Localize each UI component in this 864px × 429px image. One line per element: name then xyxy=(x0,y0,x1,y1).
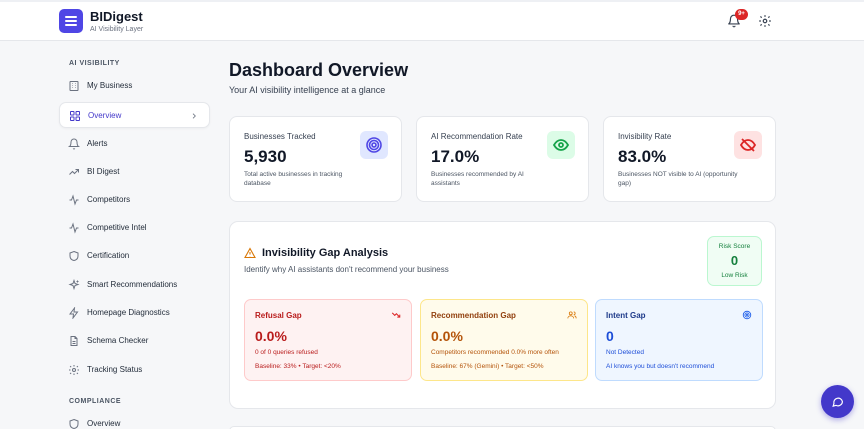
brand-subtitle: AI Visibility Layer xyxy=(90,26,144,33)
stat-card-businesses-tracked: Businesses Tracked 5,930 Total active bu… xyxy=(229,116,402,202)
sidebar-item-label: Overview xyxy=(88,111,122,120)
invisibility-gap-panel: Invisibility Gap Analysis Identify why A… xyxy=(229,221,776,409)
sidebar-item-competitors[interactable]: Competitors xyxy=(59,187,210,213)
sidebar-item-label: My Business xyxy=(87,81,133,90)
stat-label: Invisibility Rate xyxy=(618,132,672,141)
gap-analysis-subtitle: Identify why AI assistants don't recomme… xyxy=(244,265,449,274)
sidebar-item-alerts[interactable]: Alerts xyxy=(59,131,210,157)
bell-icon xyxy=(68,138,80,150)
sidebar-item-bi-digest[interactable]: BI Digest xyxy=(59,159,210,185)
sidebar-item-label: Tracking Status xyxy=(87,365,143,374)
brand-name: BIDigest xyxy=(90,9,143,24)
stat-value: 17.0% xyxy=(431,147,480,166)
sidebar-item-label: Homepage Diagnostics xyxy=(87,308,170,317)
sidebar-item-compliance-overview[interactable]: Overview xyxy=(59,411,210,429)
gap-card-baseline: Baseline: 67% (Gemini) • Target: <50% xyxy=(431,363,544,370)
shield-icon xyxy=(69,250,79,262)
activity-icon xyxy=(69,222,79,234)
sidebar-item-overview[interactable]: Overview xyxy=(59,102,210,128)
risk-level: Low Risk xyxy=(721,272,748,279)
sidebar-item-my-business[interactable]: My Business xyxy=(59,73,210,99)
document-icon xyxy=(70,336,78,346)
sidebar-section-compliance: COMPLIANCE xyxy=(69,398,122,405)
sparkle-icon xyxy=(68,279,80,291)
gap-card-value: 0.0% xyxy=(255,328,287,344)
gap-card-description: Competitors recommended 0.0% more often xyxy=(431,349,559,356)
sidebar-item-schema-checker[interactable]: Schema Checker xyxy=(59,328,210,354)
logo-icon[interactable] xyxy=(59,9,83,33)
sidebar-item-label: Competitors xyxy=(87,195,131,204)
stat-description: Businesses recommended by AI assistants xyxy=(431,171,524,187)
sidebar-item-competitive-intel[interactable]: Competitive Intel xyxy=(59,215,210,241)
sidebar-item-label: Competitive Intel xyxy=(87,223,147,232)
chat-icon xyxy=(832,397,843,407)
sidebar-item-label: Smart Recommendations xyxy=(87,280,178,289)
risk-score-label: Risk Score xyxy=(718,243,751,250)
sidebar-item-homepage-diagnostics[interactable]: Homepage Diagnostics xyxy=(59,300,210,326)
stat-card-ai-recommendation-rate: AI Recommendation Rate 17.0% Businesses … xyxy=(416,116,589,202)
sidebar-item-certification[interactable]: Certification xyxy=(59,243,210,269)
sidebar-item-label: BI Digest xyxy=(87,167,120,176)
warning-icon xyxy=(244,247,256,259)
lightning-icon xyxy=(69,307,79,319)
intent-gap-card[interactable]: Intent Gap 0 Not Detected AI knows you b… xyxy=(595,299,763,381)
gap-card-baseline: Baseline: 33% • Target: <20% xyxy=(255,363,341,370)
gap-analysis-title: Invisibility Gap Analysis xyxy=(262,247,389,259)
sidebar-item-label: Schema Checker xyxy=(87,336,149,345)
trend-icon xyxy=(69,169,79,175)
stat-description: Businesses NOT visible to AI (opportunit… xyxy=(618,171,738,187)
eye-off-icon xyxy=(734,131,762,159)
gear-icon[interactable] xyxy=(758,14,772,28)
users-icon xyxy=(567,311,577,319)
grid-icon xyxy=(70,111,80,121)
gap-card-value: 0.0% xyxy=(431,328,463,344)
stat-label: Businesses Tracked xyxy=(244,132,316,141)
trend-down-icon xyxy=(391,312,401,318)
eye-icon xyxy=(547,131,575,159)
sidebar-item-label: Certification xyxy=(87,251,130,260)
stat-label: AI Recommendation Rate xyxy=(431,132,523,141)
refusal-gap-card[interactable]: Refusal Gap 0.0% 0 of 0 queries refused … xyxy=(244,299,412,381)
target-icon xyxy=(742,310,752,320)
activity-icon xyxy=(69,194,79,206)
notification-badge: 9+ xyxy=(735,9,748,20)
top-bar: BIDigest AI Visibility Layer 9+ xyxy=(0,0,864,41)
sidebar-item-label: Overview xyxy=(87,419,121,428)
sidebar-item-tracking-status[interactable]: Tracking Status xyxy=(59,357,210,383)
stat-card-invisibility-rate: Invisibility Rate 83.0% Businesses NOT v… xyxy=(603,116,776,202)
chevron-right-icon xyxy=(192,113,196,119)
gap-card-title: Refusal Gap xyxy=(255,311,302,320)
stat-value: 5,930 xyxy=(244,147,287,166)
shield-icon xyxy=(69,418,79,429)
chat-button[interactable] xyxy=(821,385,854,418)
target-icon xyxy=(360,131,388,159)
gap-card-title: Recommendation Gap xyxy=(431,311,516,320)
gear-icon xyxy=(69,365,79,375)
risk-score-value: 0 xyxy=(730,253,739,268)
sidebar-item-smart-recommendations[interactable]: Smart Recommendations xyxy=(59,272,210,298)
risk-score-badge: Risk Score 0 Low Risk xyxy=(707,236,762,286)
page-title: Dashboard Overview xyxy=(229,60,409,80)
gap-card-description: 0 of 0 queries refused xyxy=(255,349,318,356)
gap-card-title: Intent Gap xyxy=(606,311,646,320)
sidebar: AI VISIBILITY My Business Overview Alert… xyxy=(59,41,212,429)
building-icon xyxy=(69,81,79,91)
page-subtitle: Your AI visibility intelligence at a gla… xyxy=(229,85,386,95)
stat-value: 83.0% xyxy=(618,147,667,166)
recommendation-gap-card[interactable]: Recommendation Gap 0.0% Competitors reco… xyxy=(420,299,588,381)
stat-description: Total active businesses in tracking data… xyxy=(244,171,343,187)
gap-card-value: 0 xyxy=(606,328,614,344)
gap-card-baseline: AI knows you but doesn't recommend xyxy=(606,363,715,370)
gap-card-description: Not Detected xyxy=(606,349,644,356)
sidebar-section-ai-visibility: AI VISIBILITY xyxy=(69,60,120,67)
sidebar-item-label: Alerts xyxy=(87,139,108,148)
bell-icon[interactable] xyxy=(727,13,741,29)
